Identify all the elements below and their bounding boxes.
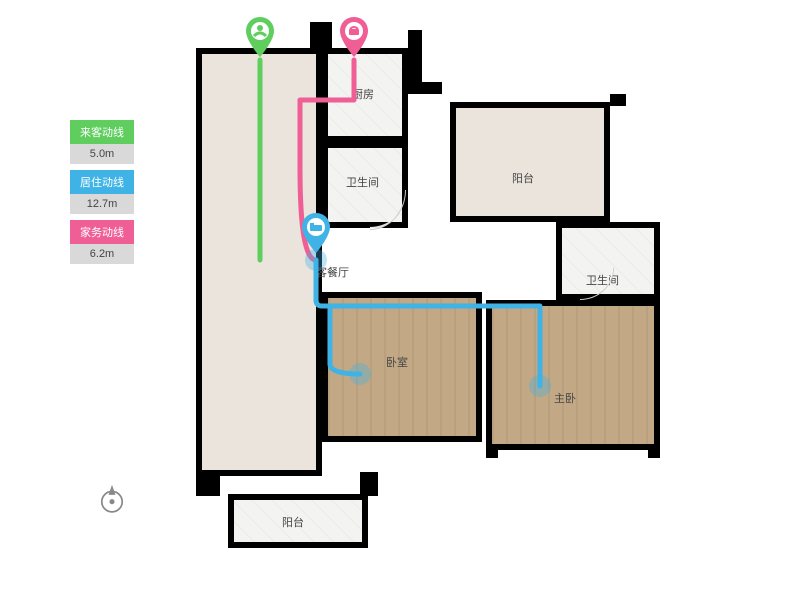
marker-person bbox=[246, 17, 274, 62]
legend-label: 家务动线 bbox=[70, 220, 134, 244]
path-endpoint bbox=[349, 363, 371, 385]
legend-value: 6.2m bbox=[70, 244, 134, 264]
legend-value: 5.0m bbox=[70, 144, 134, 164]
marker-bed bbox=[302, 213, 330, 258]
legend-item: 来客动线5.0m bbox=[70, 120, 134, 164]
path-blue bbox=[316, 260, 540, 386]
legend-item: 居住动线12.7m bbox=[70, 170, 134, 214]
marker-pot bbox=[340, 17, 368, 62]
path-endpoint bbox=[529, 375, 551, 397]
compass-icon bbox=[95, 483, 129, 517]
legend-value: 12.7m bbox=[70, 194, 134, 214]
floor-plan: 客餐厅厨房卫生间阳台卧室卫生间主卧阳台 来客动线5.0m居住动线12.7m家务动… bbox=[0, 0, 800, 600]
legend-item: 家务动线6.2m bbox=[70, 220, 134, 264]
legend-label: 来客动线 bbox=[70, 120, 134, 144]
legend-label: 居住动线 bbox=[70, 170, 134, 194]
